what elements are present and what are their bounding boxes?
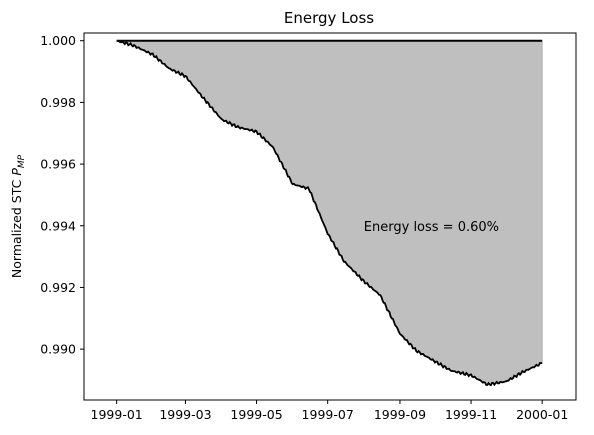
x-tick-label: 1999-09 (374, 407, 426, 422)
y-tick-label: 0.992 (40, 280, 76, 295)
x-tick-label: 1999-01 (91, 407, 143, 422)
y-axis-ticks: 1.000 0.998 0.996 0.994 0.992 0.990 (40, 33, 84, 357)
y-axis-label-symbol: P (9, 168, 24, 176)
y-tick-label: 1.000 (40, 33, 76, 48)
plot-frame (83, 32, 577, 401)
x-axis-ticks: 1999-01 1999-03 1999-05 1999-07 1999-09 1999-… (91, 400, 568, 422)
x-tick-label: 1999-05 (230, 407, 282, 422)
y-axis-label-prefix: Normalized STC (9, 176, 24, 278)
x-tick-label: 1999-03 (159, 407, 211, 422)
energy-loss-fill (116, 40, 543, 386)
y-axis-label-subscript: MP (17, 154, 27, 168)
energy-loss-annotation: Energy loss = 0.60% (364, 220, 499, 235)
y-tick-label: 0.994 (40, 218, 76, 233)
normalized-power-line (116, 39, 543, 387)
x-tick-label: 1999-07 (302, 407, 354, 422)
y-tick-label: 0.990 (40, 342, 76, 357)
plot-area: Energy loss = 0.60% (116, 39, 543, 387)
y-tick-label: 0.998 (40, 95, 76, 110)
y-axis-label: Normalized STC PMP (9, 154, 27, 278)
x-tick-label: 1999-11 (445, 407, 497, 422)
chart-title: Energy Loss (284, 9, 374, 27)
y-tick-label: 0.996 (40, 157, 76, 172)
x-tick-label: 2000-01 (516, 407, 568, 422)
